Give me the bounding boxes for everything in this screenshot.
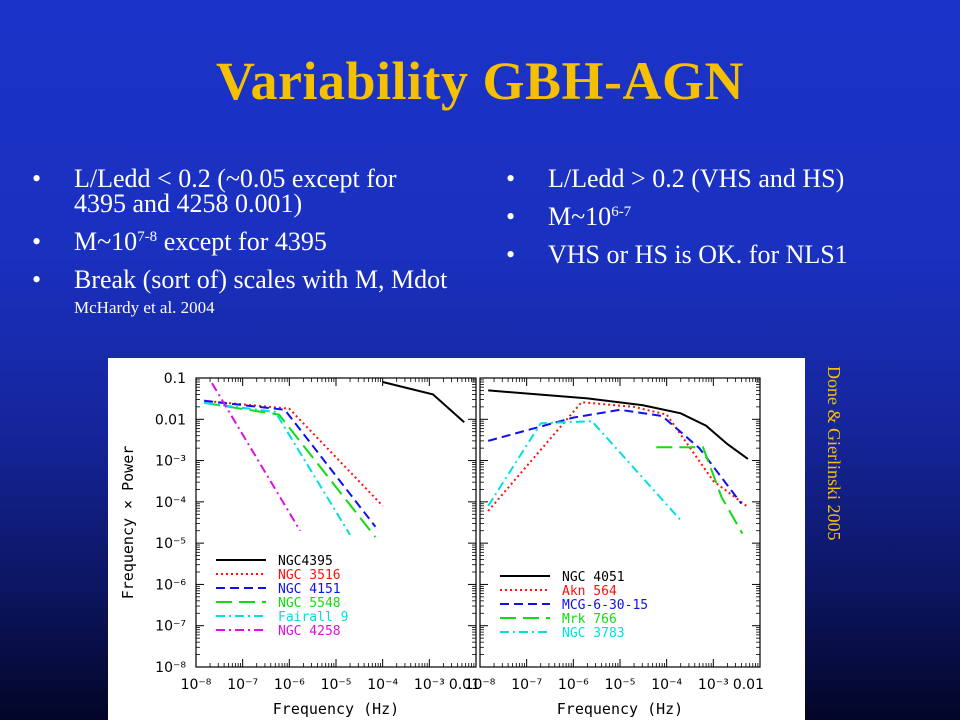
left-bullet-2-post: except for 4395 bbox=[157, 227, 327, 256]
panel-right-series-5-line bbox=[487, 420, 682, 521]
panel-left-y-tick-label: 10⁻⁶ bbox=[155, 577, 186, 593]
panel-right-legend-label: NGC 4051 bbox=[562, 570, 625, 585]
bullet-marker: • bbox=[32, 265, 42, 294]
panel-left-x-tick-label: 10⁻⁸ bbox=[181, 677, 212, 693]
panel-right-legend-label: MCG-6-30-15 bbox=[562, 598, 648, 613]
panel-left-y-tick-label: 10⁻⁸ bbox=[155, 660, 186, 676]
panel-left-y-tick-label: 0.1 bbox=[164, 371, 186, 387]
panel-left-series-5-line bbox=[204, 401, 351, 536]
right-bullet-list: • L/Ledd > 0.2 (VHS and HS) • M~106-7 • VHS… bbox=[506, 166, 946, 280]
panel-left-series-1-line bbox=[382, 381, 465, 423]
panel-left-legend-label: NGC 3516 bbox=[278, 568, 341, 583]
left-bullet-1: • L/Ledd < 0.2 (~0.05 except for 4395 and… bbox=[32, 164, 452, 218]
panel-right-series-1-line bbox=[488, 389, 749, 460]
panel-right-x-tick-label: 10⁻⁷ bbox=[511, 677, 542, 693]
panel-left-legend-label: NGC 5548 bbox=[278, 596, 341, 611]
figure-credit: Done & Gierlinski 2005 bbox=[824, 366, 844, 541]
slide-title: Variability GBH-AGN bbox=[215, 51, 745, 111]
left-bullet-3: • Break (sort of) scales with M, Mdot McH… bbox=[32, 267, 452, 320]
panel-left-y-axis-label: Frequency × Power bbox=[119, 446, 137, 600]
panel-right-legend-label: Akn 564 bbox=[562, 584, 617, 599]
panel-left-y-tick-label: 10⁻⁵ bbox=[155, 536, 186, 552]
bullet-marker: • bbox=[506, 240, 516, 269]
right-bullet-2: • M~106-7 bbox=[506, 202, 946, 231]
panel-left-series-4-line bbox=[204, 401, 377, 538]
panel-right-x-tick-label: 10⁻⁴ bbox=[651, 677, 682, 693]
panel-left-x-tick-label: 10⁻⁵ bbox=[321, 677, 352, 693]
right-bullet-1: • L/Ledd > 0.2 (VHS and HS) bbox=[506, 164, 946, 193]
panel-left-series-2-line bbox=[204, 399, 384, 507]
bullet-marker: • bbox=[506, 202, 516, 231]
panel-left-legend-label: NGC 4151 bbox=[278, 582, 341, 597]
panel-left-y-tick-label: 10⁻⁷ bbox=[155, 619, 186, 635]
panel-left-y-tick-label: 10⁻³ bbox=[155, 454, 186, 470]
panel-left-legend-label: NGC 4258 bbox=[278, 624, 341, 639]
bullet-marker: • bbox=[32, 227, 42, 256]
panel-left-x-tick-label: 10⁻⁷ bbox=[227, 677, 258, 693]
panel-left-x-tick-label: 10⁻³ bbox=[414, 677, 445, 693]
psd-chart-svg: 10⁻⁸ 10⁻⁷ 10⁻⁶ 10⁻⁵ 10⁻⁴ 10⁻³ 0.010.10.0110⁻³1… bbox=[119, 371, 764, 718]
right-bullet-2-pre: M~10 bbox=[548, 202, 612, 231]
panel-left-series-3-line bbox=[204, 399, 377, 528]
panel-right-legend-label: NGC 3783 bbox=[562, 626, 625, 641]
panel-left-x-tick-label: 0.01 bbox=[449, 677, 480, 693]
right-bullet-3-text: VHS or HS is OK. for NLS1 bbox=[548, 240, 848, 269]
panel-left-x-tick-label: 10⁻⁴ bbox=[367, 677, 398, 693]
bullet-marker: • bbox=[506, 164, 516, 193]
psd-figure: 10⁻⁸ 10⁻⁷ 10⁻⁶ 10⁻⁵ 10⁻⁴ 10⁻³ 0.01 0.1 0.01 10⁻³ 1… bbox=[108, 358, 805, 720]
panel-right-legend-label: Mrk 766 bbox=[562, 612, 617, 627]
panel-right-series-4-line bbox=[656, 446, 744, 535]
panel-left-x-axis-label: Frequency (Hz) bbox=[273, 700, 399, 718]
panel-left-legend-label: Fairall 9 bbox=[278, 610, 348, 625]
left-bullet-3-text: Break (sort of) scales with M, Mdot bbox=[74, 265, 448, 294]
panel-right-x-tick-label: 10⁻⁵ bbox=[605, 677, 636, 693]
left-bullet-2: • M~107-8 except for 4395 bbox=[32, 227, 452, 256]
right-bullet-3: • VHS or HS is OK. for NLS1 bbox=[506, 240, 946, 269]
panel-right-x-tick-label: 10⁻⁸ bbox=[465, 677, 496, 693]
right-bullet-2-sup: 6-7 bbox=[611, 204, 632, 220]
panel-right-frame bbox=[479, 377, 761, 668]
left-bullet-2-pre: M~10 bbox=[74, 227, 138, 256]
panel-left-legend-label: NGC4395 bbox=[278, 554, 333, 569]
left-bullet-2-sup: 7-8 bbox=[137, 229, 158, 245]
right-bullet-1-text: L/Ledd > 0.2 (VHS and HS) bbox=[548, 164, 845, 193]
panel-right-x-tick-label: 10⁻⁶ bbox=[558, 677, 589, 693]
left-bullet-1-text: L/Ledd < 0.2 (~0.05 except for 4395 and … bbox=[74, 164, 397, 218]
panel-left-x-tick-label: 10⁻⁶ bbox=[274, 677, 305, 693]
bullet-marker: • bbox=[32, 164, 42, 193]
panel-right-series-2-line bbox=[487, 401, 749, 512]
left-bullet-list: • L/Ledd < 0.2 (~0.05 except for 4395 and… bbox=[32, 166, 452, 333]
panel-left-y-tick-label: 10⁻⁴ bbox=[155, 495, 186, 511]
panel-left-y-tick-label: 0.01 bbox=[155, 412, 186, 428]
panel-right-x-tick-label: 10⁻³ bbox=[698, 677, 729, 693]
panel-right-x-axis-label: Frequency (Hz) bbox=[557, 700, 683, 718]
panel-left-series-6-line bbox=[211, 382, 301, 532]
left-bullet-3-citation: McHardy et al. 2004 bbox=[74, 298, 215, 317]
panel-right-x-tick-label: 0.01 bbox=[733, 677, 764, 693]
